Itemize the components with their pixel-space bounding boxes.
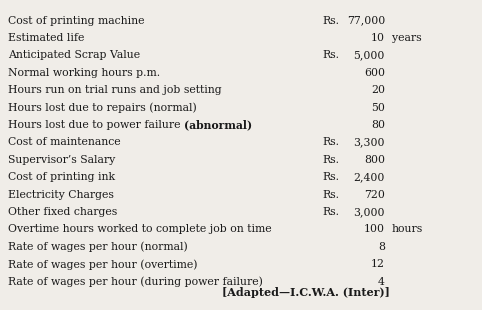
Text: Cost of printing ink: Cost of printing ink bbox=[8, 172, 115, 182]
Text: Hours lost due to repairs (normal): Hours lost due to repairs (normal) bbox=[8, 102, 197, 113]
Text: 4: 4 bbox=[378, 277, 385, 287]
Text: Other fixed charges: Other fixed charges bbox=[8, 207, 117, 217]
Text: Supervisor’s Salary: Supervisor’s Salary bbox=[8, 155, 115, 165]
Text: Rate of wages per hour (overtime): Rate of wages per hour (overtime) bbox=[8, 259, 198, 270]
Text: [Adapted—I.C.W.A. (Inter)]: [Adapted—I.C.W.A. (Inter)] bbox=[222, 286, 390, 298]
Text: 8: 8 bbox=[378, 242, 385, 252]
Text: 600: 600 bbox=[364, 68, 385, 78]
Text: Anticipated Scrap Value: Anticipated Scrap Value bbox=[8, 51, 140, 60]
Text: 12: 12 bbox=[371, 259, 385, 269]
Text: 800: 800 bbox=[364, 155, 385, 165]
Text: 10: 10 bbox=[371, 33, 385, 43]
Text: Estimated life: Estimated life bbox=[8, 33, 84, 43]
Text: 5,000: 5,000 bbox=[354, 51, 385, 60]
Text: 3,300: 3,300 bbox=[353, 138, 385, 148]
Text: Rs.: Rs. bbox=[322, 138, 339, 148]
Text: Rs.: Rs. bbox=[322, 190, 339, 200]
Text: Cost of maintenance: Cost of maintenance bbox=[8, 138, 120, 148]
Text: Rs.: Rs. bbox=[322, 155, 339, 165]
Text: 50: 50 bbox=[371, 103, 385, 113]
Text: 2,400: 2,400 bbox=[354, 172, 385, 182]
Text: 100: 100 bbox=[364, 224, 385, 234]
Text: Cost of printing machine: Cost of printing machine bbox=[8, 16, 145, 26]
Text: Electricity Charges: Electricity Charges bbox=[8, 190, 114, 200]
Text: Rs.: Rs. bbox=[322, 16, 339, 26]
Text: Rate of wages per hour (during power failure): Rate of wages per hour (during power fai… bbox=[8, 277, 263, 287]
Text: 720: 720 bbox=[364, 190, 385, 200]
Text: Rs.: Rs. bbox=[322, 172, 339, 182]
Text: Rate of wages per hour (normal): Rate of wages per hour (normal) bbox=[8, 241, 188, 252]
Text: Rs.: Rs. bbox=[322, 207, 339, 217]
Text: (abnormal): (abnormal) bbox=[184, 120, 252, 131]
Text: 20: 20 bbox=[371, 85, 385, 95]
Text: years: years bbox=[392, 33, 422, 43]
Text: Normal working hours p.m.: Normal working hours p.m. bbox=[8, 68, 160, 78]
Text: hours: hours bbox=[392, 224, 423, 234]
Text: 80: 80 bbox=[371, 120, 385, 130]
Text: Rs.: Rs. bbox=[322, 51, 339, 60]
Text: 77,000: 77,000 bbox=[347, 16, 385, 26]
Text: Overtime hours worked to complete job on time: Overtime hours worked to complete job on… bbox=[8, 224, 272, 234]
Text: Hours run on trial runs and job setting: Hours run on trial runs and job setting bbox=[8, 85, 222, 95]
Text: Hours lost due to power failure: Hours lost due to power failure bbox=[8, 120, 184, 130]
Text: 3,000: 3,000 bbox=[353, 207, 385, 217]
